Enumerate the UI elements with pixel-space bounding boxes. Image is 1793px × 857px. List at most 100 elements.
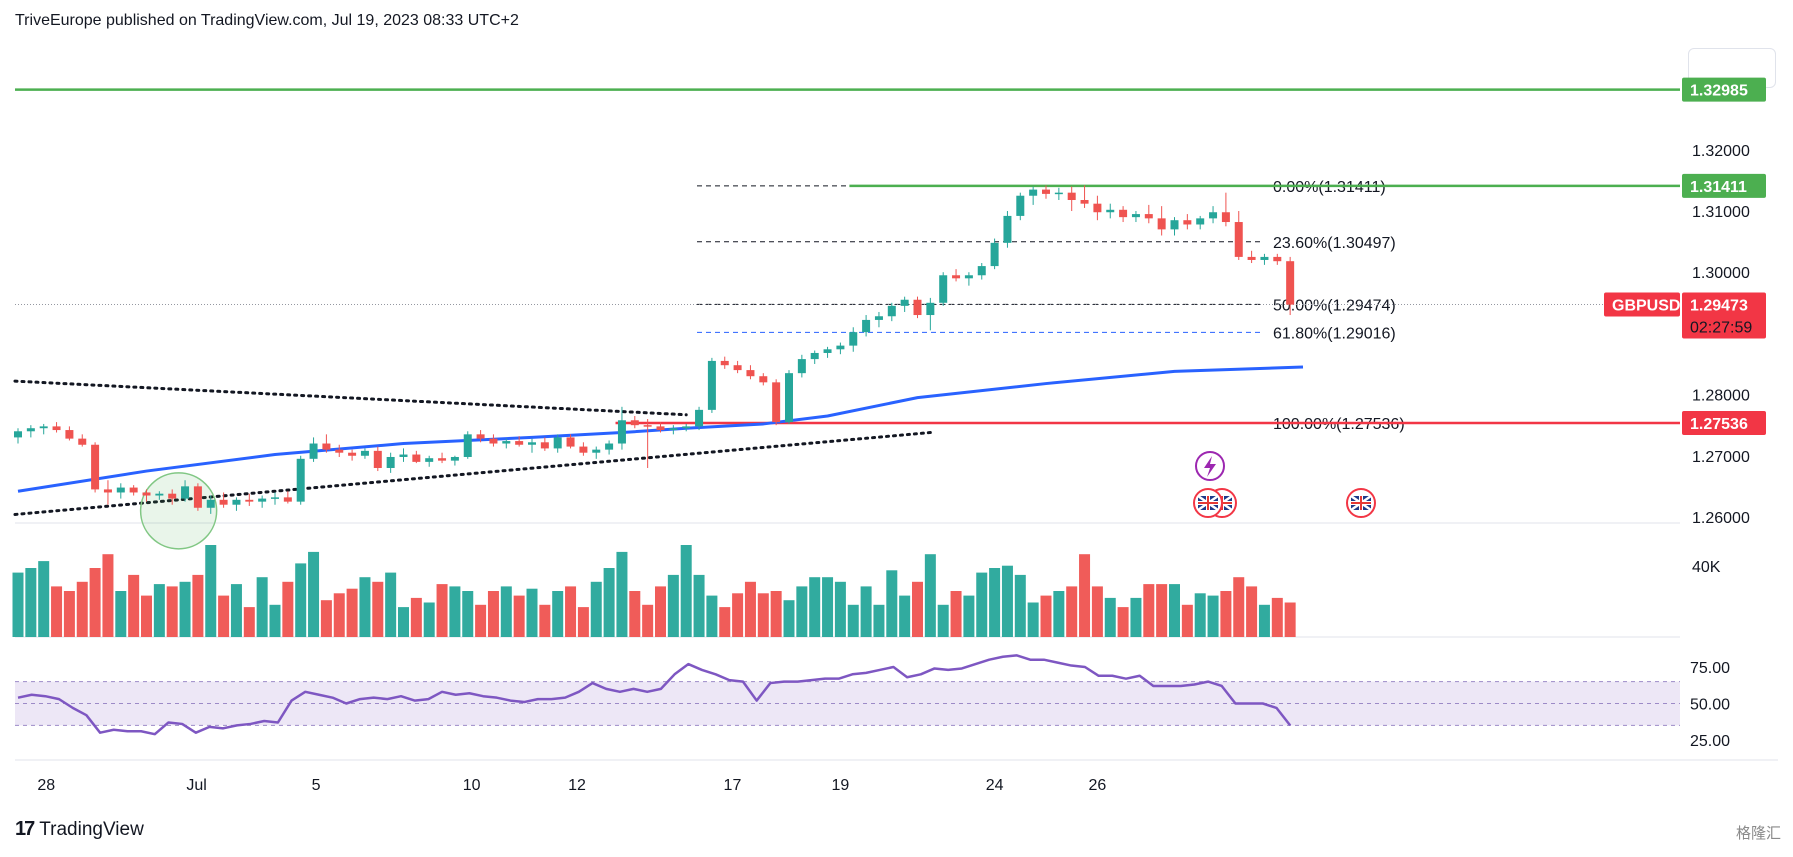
rsi-tick-label: 75.00	[1690, 660, 1730, 677]
last-price-tag: 1.29473 02:27:59	[1682, 292, 1766, 339]
price-chart[interactable]: 0.00%(1.31411) 23.60%(1.30497) 50.00%(1.29…	[0, 0, 1793, 810]
footer: 17 TradingView	[15, 818, 144, 841]
candle	[515, 436, 524, 447]
descending-trend-line	[13, 379, 688, 417]
volume-bar	[218, 595, 230, 637]
candle-body	[823, 349, 832, 353]
volume-bar	[552, 591, 564, 637]
volume-bar	[950, 591, 962, 637]
price-tick-label: 1.27000	[1692, 449, 1750, 466]
candle	[1106, 203, 1115, 219]
candle-body	[335, 449, 344, 453]
candle-body	[309, 443, 318, 459]
candle-body	[939, 275, 948, 303]
candle-body	[258, 498, 267, 502]
candle	[335, 444, 344, 457]
candle-body	[181, 486, 190, 499]
candle	[528, 438, 536, 453]
candle	[695, 406, 704, 431]
candle	[682, 423, 691, 432]
volume-bar	[1027, 602, 1039, 637]
candle	[1003, 211, 1012, 248]
candle-body	[579, 446, 588, 453]
candle	[258, 495, 267, 508]
candle-body	[1106, 209, 1115, 213]
candle	[412, 450, 421, 464]
volume-bar	[770, 591, 782, 637]
candle	[206, 495, 215, 514]
volume-bar	[526, 588, 538, 637]
candle-body	[746, 370, 755, 377]
candle	[219, 492, 228, 508]
volume-bar	[333, 593, 345, 637]
volume-bar	[487, 591, 499, 637]
candle-body	[438, 458, 447, 461]
candle	[65, 426, 74, 441]
volume-bar	[308, 551, 320, 637]
fib-level-label: 50.00%(1.29474)	[1273, 297, 1396, 314]
candle-body	[1170, 220, 1179, 230]
candle-body	[65, 430, 74, 439]
candle-body	[528, 442, 536, 445]
flag-cross-red	[1360, 496, 1362, 510]
horizontal-levels[interactable]	[15, 88, 1680, 425]
volume-bar	[976, 572, 988, 637]
candle-body	[91, 444, 100, 490]
candle-body	[862, 319, 871, 333]
volume-bar	[153, 584, 165, 637]
candle	[1286, 256, 1295, 316]
volume-bar	[475, 604, 487, 637]
candle	[399, 448, 408, 462]
volume-bar	[230, 584, 242, 637]
volume-bar	[1117, 607, 1129, 637]
volume-bar	[385, 572, 397, 637]
fib-level-label: 100.00%(1.27536)	[1273, 416, 1405, 433]
candle	[579, 442, 588, 456]
volume-bar	[243, 607, 255, 637]
candle-body	[322, 443, 331, 450]
candle-body	[1209, 212, 1218, 219]
candle	[91, 442, 100, 493]
symbol-tag: GBPUSD	[1604, 292, 1680, 317]
candle	[1234, 211, 1243, 260]
candle	[823, 346, 832, 358]
trend-lines[interactable]	[13, 379, 932, 550]
candle-body	[360, 450, 369, 456]
candle-body	[656, 426, 665, 431]
volume-bar	[706, 595, 718, 637]
candle-body	[463, 434, 472, 457]
candle-body	[1260, 256, 1269, 260]
candle-body	[605, 443, 614, 450]
candle-body	[785, 373, 793, 423]
candle	[900, 296, 909, 312]
volume-bar	[963, 595, 975, 637]
candle	[1196, 215, 1205, 230]
candle	[1080, 185, 1089, 208]
rsi-band	[15, 681, 1680, 726]
symbol-tag-label: GBPUSD	[1612, 297, 1680, 314]
candle-body	[874, 316, 883, 320]
volume-bar	[655, 586, 666, 637]
fibonacci-retracement[interactable]: 0.00%(1.31411) 23.60%(1.30497) 50.00%(1.29…	[15, 179, 1605, 433]
price-tag-bg	[1682, 410, 1766, 435]
rsi-line	[17, 654, 1292, 736]
candle	[232, 497, 241, 511]
candle	[926, 297, 935, 331]
time-tick-label: 19	[832, 777, 850, 794]
candle	[1247, 250, 1256, 264]
candle	[193, 483, 202, 511]
volume-bar	[732, 593, 744, 637]
volume-bar	[1220, 591, 1232, 637]
price-tick-label: 1.31000	[1692, 204, 1750, 221]
ascending-trend-line	[13, 431, 932, 516]
candle	[553, 434, 562, 453]
candle-body	[669, 428, 678, 431]
candle	[836, 342, 845, 355]
candle-body	[553, 437, 562, 449]
event-markers[interactable]	[1193, 451, 1376, 518]
price-tick-label: 1.26000	[1692, 510, 1750, 527]
candle-body	[1286, 261, 1295, 305]
candle-body	[1093, 203, 1102, 213]
candle	[720, 356, 729, 369]
candle-body	[116, 487, 125, 493]
